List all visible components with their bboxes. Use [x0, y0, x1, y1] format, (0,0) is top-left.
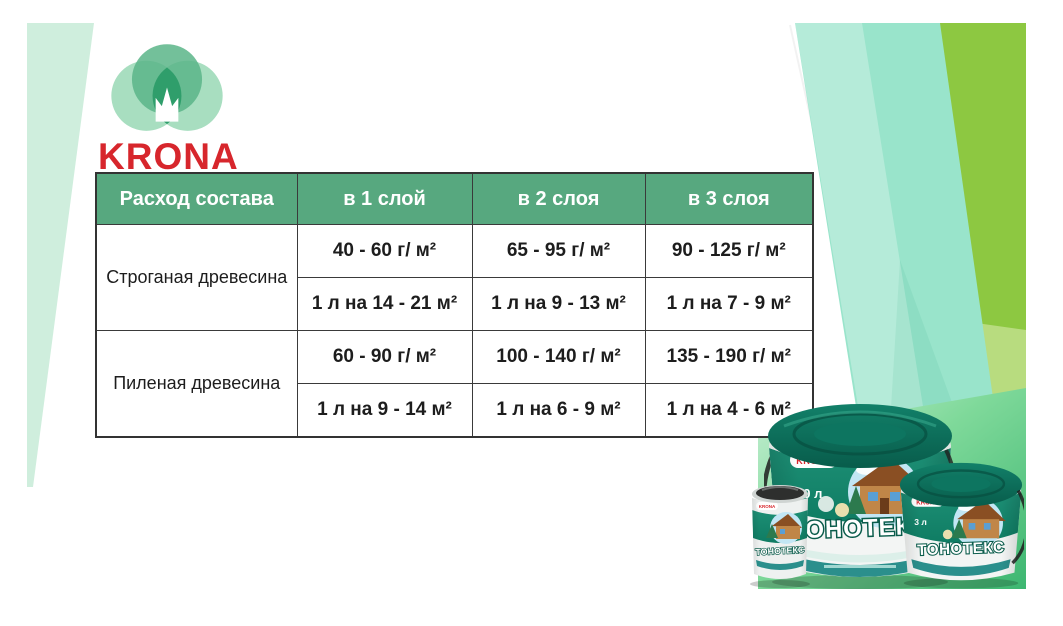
row-label-planed-wood: Строганая древесина: [95, 224, 298, 331]
value-cell: 40 - 60 г/ м²: [296, 224, 473, 278]
value-cell: 65 - 95 г/ м²: [471, 224, 646, 278]
krona-logo: KRONA: [98, 36, 248, 175]
left-mint-wedge: [27, 23, 94, 487]
small-paint-can: KRONA ТОНОТЕКС: [750, 485, 810, 588]
value-cell: 1 л на 9 - 14 м²: [296, 383, 473, 438]
row-label-sawn-wood: Пиленая древесина: [95, 330, 298, 438]
value-cell: 60 - 90 г/ м²: [296, 330, 473, 384]
header-cell-layer3: в 3 слоя: [644, 172, 814, 225]
table-row: Пиленая древесина 60 - 90 г/ м² 100 - 14…: [95, 330, 814, 438]
value-cell: 135 - 190 г/ м²: [644, 330, 814, 384]
can-metal-top-icon: [752, 485, 808, 503]
value-cell: 1 л на 4 - 6 м²: [644, 383, 814, 438]
value-cell: 90 - 125 г/ м²: [644, 224, 814, 278]
value-cell: 1 л на 6 - 9 м²: [471, 383, 646, 438]
value-cell: 1 л на 7 - 9 м²: [644, 277, 814, 331]
table-row: Строганая древесина 40 - 60 г/ м² 65 - 9…: [95, 224, 814, 331]
header-cell-layer2: в 2 слоя: [471, 172, 646, 225]
header-cell-layer1: в 1 слой: [296, 172, 473, 225]
value-cell: 100 - 140 г/ м²: [471, 330, 646, 384]
crown-icon: [155, 87, 179, 122]
table-row: 1 л на 9 - 14 м² 1 л на 6 - 9 м² 1 л на …: [96, 383, 814, 438]
logo-circles-icon: [111, 44, 223, 131]
consumption-table: Расход состава в 1 слой в 2 слоя в 3 сло…: [95, 172, 814, 438]
bucket-lid-icon: [768, 404, 952, 468]
table-header-row: Расход состава в 1 слой в 2 слоя в 3 сло…: [95, 172, 814, 225]
header-cell-consumption: Расход состава: [95, 172, 298, 225]
medium-paint-bucket: KRONA 3 л ТОНОТЕКС: [899, 462, 1024, 589]
bucket-handle-icon: [1011, 489, 1024, 565]
bucket-lid-icon: [899, 462, 1023, 507]
brand-name: KRONA: [98, 136, 239, 177]
value-cell: 1 л на 14 - 21 м²: [296, 277, 473, 331]
value-cell: 1 л на 9 - 13 м²: [471, 277, 646, 331]
